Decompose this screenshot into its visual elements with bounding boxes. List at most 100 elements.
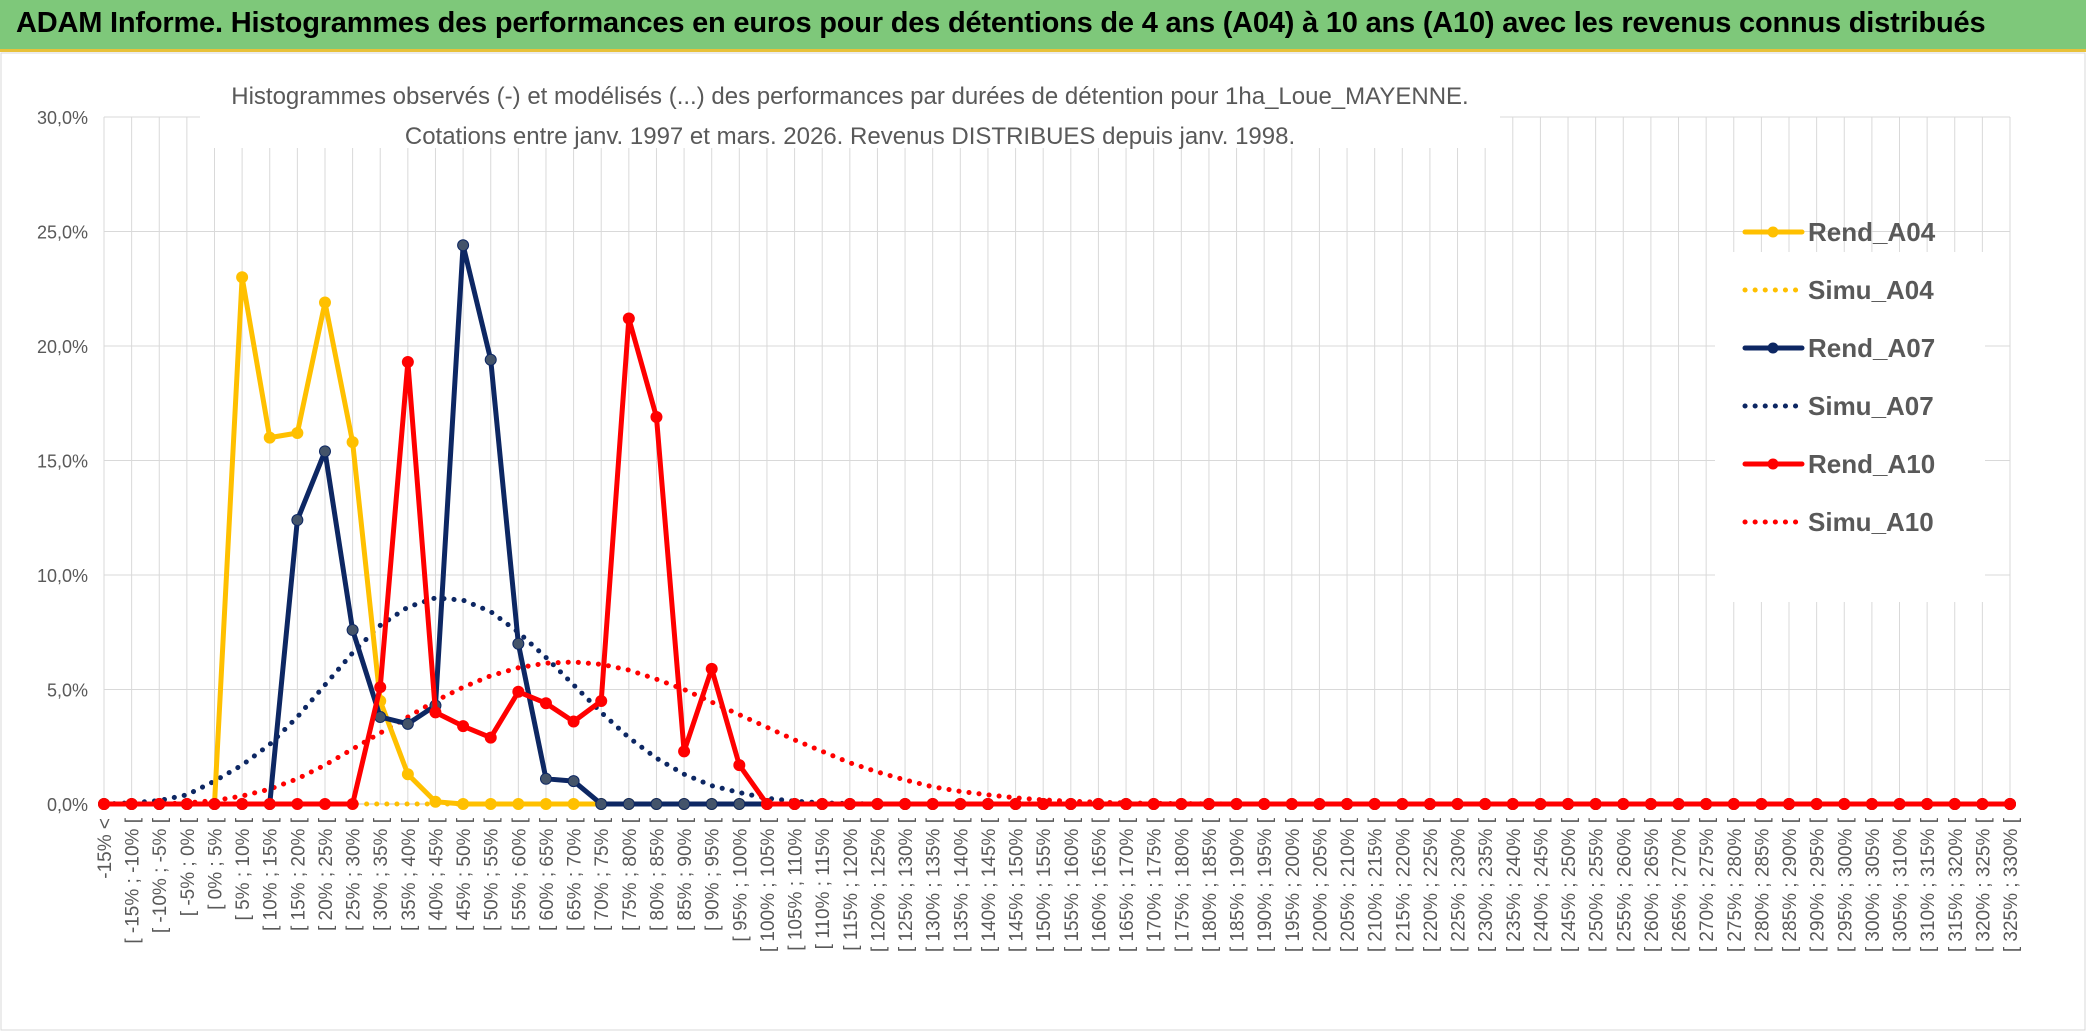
data-point-rend-a10 — [1479, 798, 1492, 810]
data-point-rend-a10 — [1893, 798, 1906, 810]
data-point-rend-a10 — [1230, 798, 1243, 810]
data-point-rend-a07 — [595, 798, 608, 810]
legend-label: Simu_A10 — [1808, 507, 1934, 537]
data-point-rend-a04 — [236, 271, 249, 284]
data-point-rend-a04 — [263, 431, 276, 444]
data-point-rend-a10 — [539, 697, 552, 710]
data-point-rend-a10 — [1727, 798, 1740, 810]
legend: Rend_A04 Simu_A04 Rend_A07 Simu_A07 Rend_A10… — [1715, 217, 1985, 602]
data-point-rend-a10 — [1865, 798, 1878, 810]
x-tick-label: [ 300% ; 305% [ — [1863, 817, 1884, 952]
x-tick-label: [ 80% ; 85% [ — [647, 817, 668, 931]
data-point-rend-a10 — [208, 798, 221, 810]
x-tick-label: [ 155% ; 160% [ — [1062, 817, 1083, 952]
data-point-rend-a10 — [1147, 798, 1160, 810]
x-tick-label: [ 100% ; 105% [ — [758, 817, 779, 952]
x-tick-label: [ 325% ; 330% [ — [2001, 817, 2022, 952]
legend-marker — [1767, 226, 1779, 238]
x-tick-label: [ 195% ; 200% [ — [1283, 817, 1304, 952]
data-point-rend-a10 — [1534, 798, 1547, 810]
data-point-rend-a07 — [401, 717, 414, 730]
legend-marker — [1767, 458, 1779, 470]
x-tick-label: [ 215% ; 220% [ — [1393, 817, 1414, 952]
data-point-rend-a10 — [1755, 798, 1768, 810]
data-point-rend-a10 — [1037, 798, 1050, 810]
x-tick-label: [ 170% ; 175% [ — [1145, 817, 1166, 952]
data-point-rend-a10 — [1423, 798, 1436, 810]
histogram-chart: Histogrammes observés (-) et modélisés (… — [0, 52, 2086, 1031]
data-point-rend-a10 — [1396, 798, 1409, 810]
series-lines — [98, 239, 2016, 810]
data-point-rend-a10 — [1810, 798, 1823, 810]
y-tick-label: 25,0% — [37, 223, 88, 243]
data-point-rend-a10 — [871, 798, 884, 810]
data-point-rend-a10 — [263, 798, 276, 810]
data-point-rend-a04 — [401, 768, 414, 781]
data-point-rend-a04 — [346, 436, 359, 449]
x-axis-ticks: -15% < [ -15% ; -10% [[ -10% ; -5% [[ -5%… — [95, 817, 2022, 952]
data-point-rend-a10 — [98, 798, 110, 810]
x-tick-label: [ 55% ; 60% [ — [509, 817, 530, 931]
data-point-rend-a04 — [484, 798, 497, 810]
data-point-rend-a10 — [1368, 798, 1381, 810]
legend-background — [1715, 252, 1985, 602]
x-tick-label: [ 130% ; 135% [ — [924, 817, 945, 952]
data-point-rend-a10 — [843, 798, 856, 810]
x-tick-label: [ 250% ; 255% [ — [1587, 817, 1608, 952]
x-tick-label: [ 40% ; 45% [ — [426, 817, 447, 931]
data-point-rend-a07 — [291, 514, 304, 527]
x-tick-label: [ 115% ; 120% [ — [841, 817, 862, 950]
series-line-rend-a10 — [101, 316, 2013, 807]
legend-label: Rend_A04 — [1808, 217, 1936, 247]
data-point-rend-a04 — [429, 795, 442, 808]
x-tick-label: [ 275% ; 280% [ — [1725, 817, 1746, 952]
x-tick-label: [ 200% ; 205% [ — [1310, 817, 1331, 952]
x-tick-label: [ 0% ; 5% [ — [205, 817, 226, 910]
x-tick-label: [ 50% ; 55% [ — [482, 817, 503, 931]
y-tick-label: 30,0% — [37, 108, 88, 128]
x-tick-label: [ 225% ; 230% [ — [1449, 817, 1470, 952]
x-tick-label: [ 305% ; 310% [ — [1891, 817, 1912, 952]
data-point-rend-a10 — [760, 798, 773, 810]
data-point-rend-a10 — [567, 715, 580, 728]
data-point-rend-a07 — [457, 239, 470, 252]
x-tick-label: [ 105% ; 110% [ — [786, 817, 807, 950]
data-point-rend-a10 — [153, 798, 166, 810]
y-axis-ticks: 0,0% 5,0% 10,0% 15,0% 20,0% 25,0% 30,0% — [37, 108, 88, 815]
data-point-rend-a07 — [512, 637, 525, 650]
x-tick-label: [ 95% ; 100% [ — [730, 817, 751, 941]
data-point-rend-a10 — [2004, 798, 2016, 810]
data-point-rend-a10 — [1921, 798, 1934, 810]
data-point-rend-a04 — [567, 798, 580, 810]
x-tick-label: [ 60% ; 65% [ — [537, 817, 558, 931]
x-tick-label: [ 185% ; 190% [ — [1228, 817, 1249, 952]
x-tick-label: -15% < — [95, 818, 116, 879]
x-tick-label: [ 240% ; 245% [ — [1531, 817, 1552, 952]
y-tick-label: 20,0% — [37, 337, 88, 357]
data-point-rend-a10 — [1341, 798, 1354, 810]
x-tick-label: [ 265% ; 270% [ — [1670, 817, 1691, 952]
x-tick-label: [ 70% ; 75% [ — [592, 817, 613, 931]
x-tick-label: [ 90% ; 95% [ — [703, 817, 724, 931]
y-tick-label: 10,0% — [37, 566, 88, 586]
x-tick-label: [ 180% ; 185% [ — [1200, 817, 1221, 952]
data-point-rend-a10 — [318, 798, 331, 810]
data-point-rend-a10 — [816, 798, 829, 810]
series-line-simu-a10 — [101, 659, 2013, 807]
x-tick-label: [ 205% ; 210% [ — [1338, 817, 1359, 952]
data-point-rend-a07 — [484, 353, 497, 366]
data-point-rend-a10 — [236, 798, 249, 810]
x-tick-label: [ 295% ; 300% [ — [1835, 817, 1856, 952]
data-point-rend-a10 — [981, 798, 994, 810]
data-point-rend-a07 — [567, 775, 580, 788]
data-point-rend-a10 — [595, 694, 608, 707]
data-point-rend-a10 — [622, 312, 635, 325]
x-tick-label: [ 125% ; 130% [ — [896, 817, 917, 952]
x-tick-label: [ 280% ; 285% [ — [1752, 817, 1773, 952]
x-tick-label: [ 260% ; 265% [ — [1642, 817, 1663, 952]
data-point-rend-a10 — [705, 662, 718, 675]
data-point-rend-a10 — [926, 798, 939, 810]
x-tick-label: [ 25% ; 30% [ — [344, 817, 365, 931]
page-title: ADAM Informe. Histogrammes des performan… — [16, 7, 1986, 39]
data-point-rend-a10 — [484, 731, 497, 744]
